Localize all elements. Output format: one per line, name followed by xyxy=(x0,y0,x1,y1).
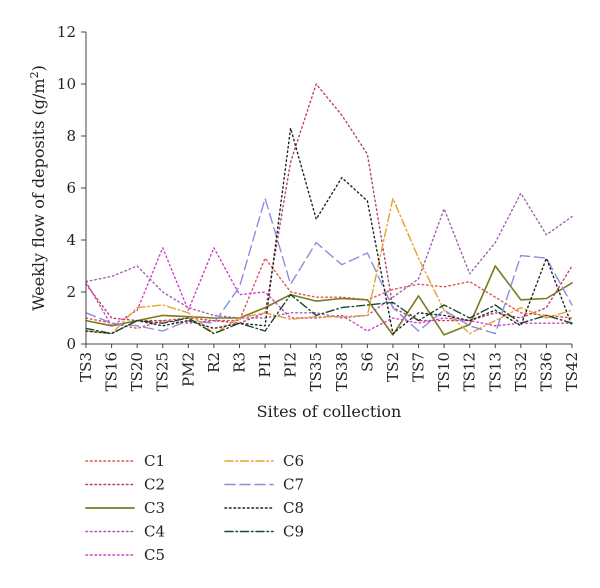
y-tick-label: 4 xyxy=(66,231,76,249)
legend-item-c3: C3 xyxy=(85,499,165,517)
series-line-c8 xyxy=(85,127,573,335)
y-axis-ticks: 0 2 4 6 8 10 12 xyxy=(57,23,86,353)
legend-item-c6: C6 xyxy=(224,452,304,470)
x-tick-label: TS36 xyxy=(537,352,555,391)
series-layer xyxy=(85,83,573,336)
y-tick-label: 8 xyxy=(66,127,76,145)
x-tick-label: TS25 xyxy=(154,352,172,391)
legend-label: C5 xyxy=(144,546,165,564)
x-tick-label: TS35 xyxy=(307,352,325,391)
legend-label: C3 xyxy=(144,499,165,517)
x-tick-label: TS10 xyxy=(435,352,453,391)
series-line-c7 xyxy=(85,197,573,335)
series-line-c3 xyxy=(85,265,573,336)
x-axis-ticks: TS3 TS16 TS20 TS25 PM2 R2 R3 PI1 PI2 TS35 TS38 S6 TS… xyxy=(77,344,581,391)
y-axis-title-end: ) xyxy=(29,65,48,71)
x-tick-label: TS42 xyxy=(563,352,581,391)
legend-item-c9: C9 xyxy=(224,523,304,541)
legend-item-c1: C1 xyxy=(85,452,165,470)
legend-label: C7 xyxy=(283,476,304,494)
x-tick-label: TS2 xyxy=(384,352,402,382)
legend-item-c4: C4 xyxy=(85,523,165,541)
x-tick-label: R2 xyxy=(205,352,223,373)
legend-label: C4 xyxy=(144,523,165,541)
legend-label: C8 xyxy=(283,499,304,517)
x-tick-label: PI2 xyxy=(282,352,300,378)
legend-item-c8: C8 xyxy=(224,499,304,517)
x-tick-label: R3 xyxy=(230,352,248,373)
x-tick-label: PM2 xyxy=(179,352,197,387)
x-tick-label: TS13 xyxy=(486,352,504,391)
y-tick-label: 6 xyxy=(66,179,76,197)
x-tick-label: TS20 xyxy=(128,352,146,391)
legend-item-c7: C7 xyxy=(224,476,304,494)
legend-label: C1 xyxy=(144,452,165,470)
y-tick-label: 2 xyxy=(66,283,76,301)
y-tick-label: 12 xyxy=(57,23,76,41)
x-tick-label: TS7 xyxy=(410,352,428,382)
x-tick-label: S6 xyxy=(358,352,376,372)
x-tick-label: TS3 xyxy=(77,352,95,382)
series-line-c4 xyxy=(85,192,573,319)
x-tick-label: TS32 xyxy=(512,352,530,391)
y-axis-title-superscript: 2 xyxy=(28,71,41,78)
series-line-c1 xyxy=(85,257,573,330)
x-tick-label: PI1 xyxy=(256,352,274,378)
legend: C1 C2 C3 C4 C5 C6 C7 C8 C9 xyxy=(85,452,304,564)
series-line-c9 xyxy=(85,293,573,335)
series-line-c6 xyxy=(85,197,573,335)
legend-item-c2: C2 xyxy=(85,476,165,494)
y-axis-title-main: Weekly flow of deposits (g/m xyxy=(29,78,48,310)
legend-label: C9 xyxy=(283,523,304,541)
x-axis-title: Sites of collection xyxy=(257,402,402,421)
legend-item-c5: C5 xyxy=(85,546,165,564)
y-tick-label: 10 xyxy=(57,75,76,93)
legend-label: C6 xyxy=(283,452,304,470)
x-tick-label: TS16 xyxy=(103,352,121,391)
y-axis-title: Weekly flow of deposits (g/m2) xyxy=(28,65,49,311)
series-line-c2 xyxy=(85,83,573,324)
legend-label: C2 xyxy=(144,476,165,494)
x-tick-label: TS38 xyxy=(333,352,351,391)
x-tick-label: TS12 xyxy=(461,352,479,391)
y-tick-label: 0 xyxy=(66,335,76,353)
